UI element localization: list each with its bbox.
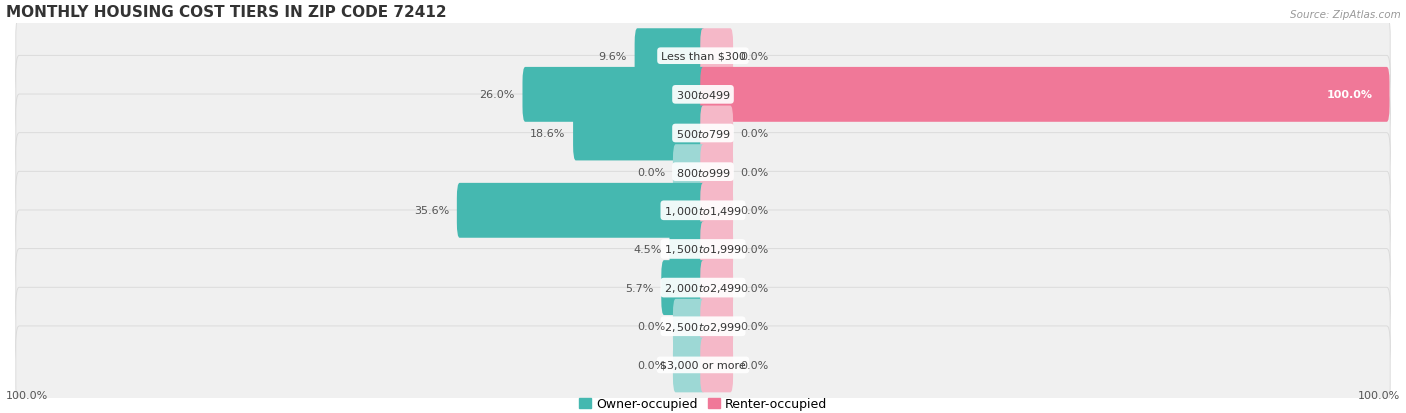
Legend: Owner-occupied, Renter-occupied: Owner-occupied, Renter-occupied (579, 397, 827, 410)
Text: 0.0%: 0.0% (741, 244, 769, 254)
Text: 100.0%: 100.0% (6, 390, 48, 400)
FancyBboxPatch shape (669, 222, 706, 277)
FancyBboxPatch shape (700, 29, 733, 84)
FancyBboxPatch shape (15, 133, 1391, 211)
Text: 0.0%: 0.0% (637, 321, 665, 332)
Text: $2,000 to $2,499: $2,000 to $2,499 (664, 281, 742, 294)
Text: $300 to $499: $300 to $499 (675, 89, 731, 101)
Text: $1,500 to $1,999: $1,500 to $1,999 (664, 243, 742, 256)
FancyBboxPatch shape (700, 299, 733, 354)
FancyBboxPatch shape (661, 261, 706, 315)
FancyBboxPatch shape (15, 326, 1391, 404)
FancyBboxPatch shape (700, 183, 733, 238)
Text: 18.6%: 18.6% (530, 129, 565, 139)
Text: 0.0%: 0.0% (637, 167, 665, 177)
FancyBboxPatch shape (673, 338, 706, 392)
FancyBboxPatch shape (15, 211, 1391, 288)
Text: $1,000 to $1,499: $1,000 to $1,499 (664, 204, 742, 217)
Text: MONTHLY HOUSING COST TIERS IN ZIP CODE 72412: MONTHLY HOUSING COST TIERS IN ZIP CODE 7… (6, 5, 446, 20)
Text: 100.0%: 100.0% (1327, 90, 1374, 100)
FancyBboxPatch shape (15, 18, 1391, 95)
Text: $800 to $999: $800 to $999 (675, 166, 731, 178)
Text: 0.0%: 0.0% (741, 129, 769, 139)
Text: 5.7%: 5.7% (626, 283, 654, 293)
FancyBboxPatch shape (574, 106, 706, 161)
Text: $500 to $799: $500 to $799 (675, 128, 731, 140)
Text: 0.0%: 0.0% (741, 206, 769, 216)
FancyBboxPatch shape (673, 299, 706, 354)
Text: 0.0%: 0.0% (741, 321, 769, 332)
Text: 4.5%: 4.5% (634, 244, 662, 254)
Text: Less than $300: Less than $300 (661, 52, 745, 62)
Text: 100.0%: 100.0% (1358, 390, 1400, 400)
FancyBboxPatch shape (634, 29, 706, 84)
Text: 0.0%: 0.0% (741, 360, 769, 370)
FancyBboxPatch shape (673, 145, 706, 199)
FancyBboxPatch shape (15, 249, 1391, 327)
FancyBboxPatch shape (700, 145, 733, 199)
Text: 26.0%: 26.0% (479, 90, 515, 100)
FancyBboxPatch shape (700, 68, 1389, 123)
Text: 0.0%: 0.0% (741, 283, 769, 293)
FancyBboxPatch shape (457, 183, 706, 238)
Text: $2,500 to $2,999: $2,500 to $2,999 (664, 320, 742, 333)
FancyBboxPatch shape (700, 222, 733, 277)
FancyBboxPatch shape (700, 338, 733, 392)
FancyBboxPatch shape (15, 287, 1391, 366)
FancyBboxPatch shape (700, 261, 733, 315)
Text: 0.0%: 0.0% (637, 360, 665, 370)
Text: 35.6%: 35.6% (415, 206, 450, 216)
FancyBboxPatch shape (700, 106, 733, 161)
FancyBboxPatch shape (523, 68, 706, 123)
FancyBboxPatch shape (15, 172, 1391, 250)
Text: 9.6%: 9.6% (599, 52, 627, 62)
FancyBboxPatch shape (15, 95, 1391, 173)
Text: 0.0%: 0.0% (741, 52, 769, 62)
Text: $3,000 or more: $3,000 or more (661, 360, 745, 370)
FancyBboxPatch shape (15, 56, 1391, 134)
Text: Source: ZipAtlas.com: Source: ZipAtlas.com (1289, 10, 1400, 20)
Text: 0.0%: 0.0% (741, 167, 769, 177)
